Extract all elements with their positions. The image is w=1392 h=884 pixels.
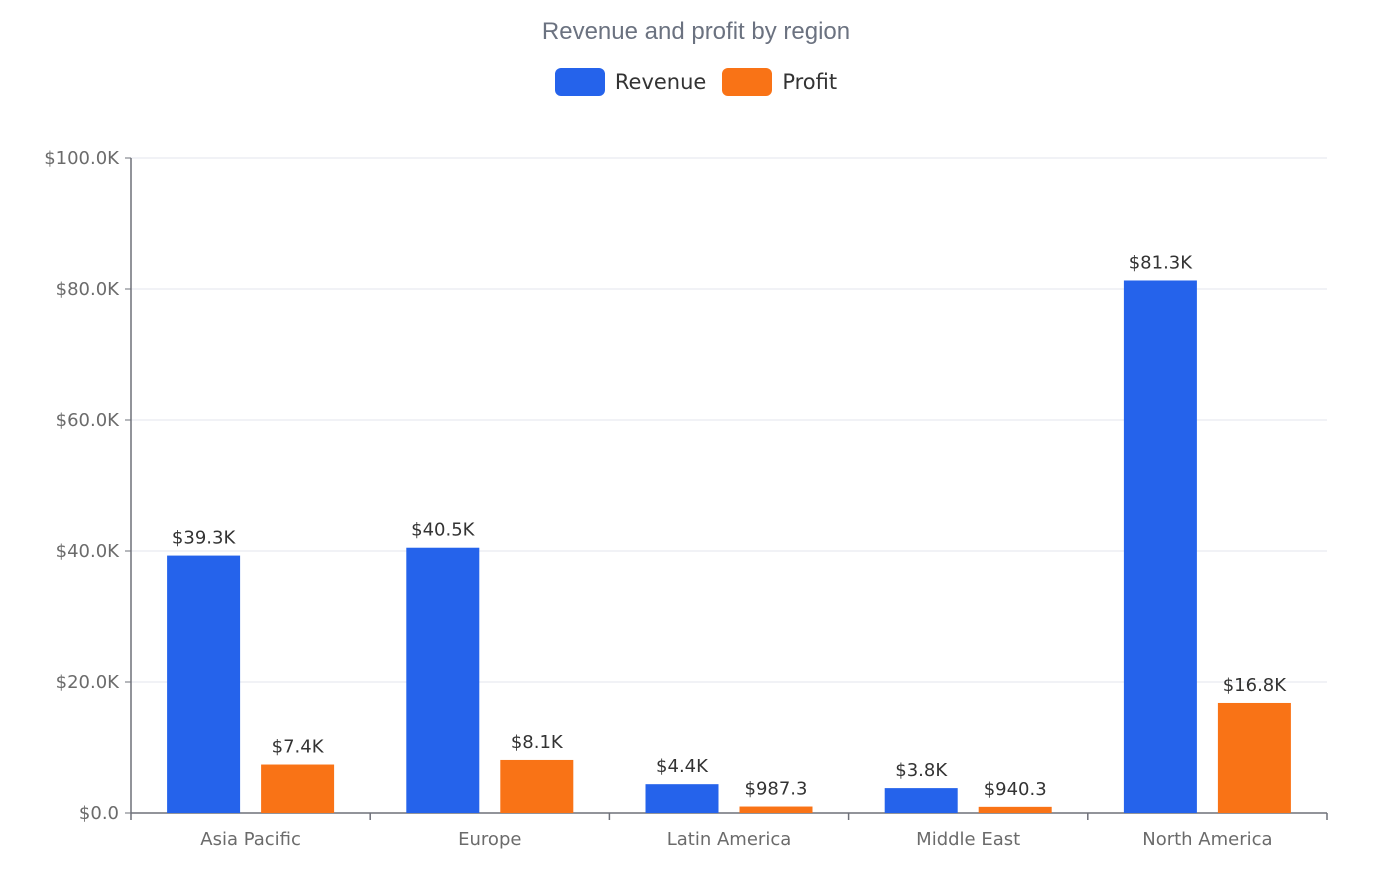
data-label-profit: $940.3 xyxy=(984,779,1047,800)
x-tick-label: Asia Pacific xyxy=(200,829,301,850)
data-label-revenue: $3.8K xyxy=(895,760,948,781)
data-label-profit: $987.3 xyxy=(745,779,808,800)
legend-swatch-revenue xyxy=(554,68,605,96)
data-label-revenue: $4.4K xyxy=(656,756,709,777)
data-label-profit: $16.8K xyxy=(1223,675,1288,696)
x-tick-label: Europe xyxy=(458,829,521,850)
y-tick-label: $80.0K xyxy=(56,279,121,300)
bar-profit[interactable] xyxy=(739,806,813,813)
bar-revenue[interactable] xyxy=(1123,280,1197,813)
y-tick-label: $40.0K xyxy=(56,541,121,562)
bar-profit[interactable] xyxy=(1217,702,1291,813)
bar-revenue[interactable] xyxy=(645,784,719,813)
data-label-revenue: $39.3K xyxy=(172,528,237,549)
x-tick-label: Middle East xyxy=(916,829,1020,850)
bar-revenue[interactable] xyxy=(167,555,241,813)
y-tick-label: $0.0 xyxy=(79,803,119,824)
data-label-profit: $7.4K xyxy=(272,737,325,758)
legend-item-revenue[interactable]: Revenue xyxy=(554,68,707,96)
legend-label-revenue: Revenue xyxy=(614,70,707,94)
bar-revenue[interactable] xyxy=(884,788,958,813)
data-label-revenue: $81.3K xyxy=(1129,252,1194,273)
legend-swatch-profit xyxy=(722,68,773,96)
bar-profit[interactable] xyxy=(261,764,335,813)
x-tick-label: Latin America xyxy=(667,829,792,850)
chart-legend: Revenue Profit xyxy=(0,68,1392,96)
chart-title: Revenue and profit by region xyxy=(541,18,851,45)
legend-label-profit: Profit xyxy=(782,70,838,94)
y-tick-label: $20.0K xyxy=(56,672,121,693)
legend-item-profit[interactable]: Profit xyxy=(722,68,837,96)
x-tick-label: North America xyxy=(1142,829,1272,850)
data-label-revenue: $40.5K xyxy=(411,520,476,541)
bar-profit[interactable] xyxy=(978,806,1052,813)
data-label-profit: $8.1K xyxy=(511,732,564,753)
y-tick-label: $60.0K xyxy=(56,410,121,431)
bar-revenue[interactable] xyxy=(406,547,480,813)
y-tick-label: $100.0K xyxy=(44,148,120,169)
bar-profit[interactable] xyxy=(500,759,574,813)
